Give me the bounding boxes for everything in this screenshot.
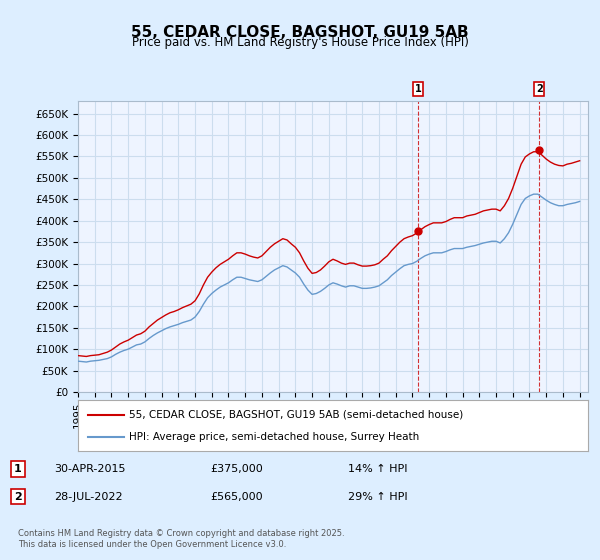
Text: 28-JUL-2022: 28-JUL-2022	[54, 492, 122, 502]
Text: £375,000: £375,000	[210, 464, 263, 474]
Text: 2: 2	[536, 84, 542, 94]
Text: 2: 2	[14, 492, 22, 502]
Text: 29% ↑ HPI: 29% ↑ HPI	[348, 492, 407, 502]
Text: £565,000: £565,000	[210, 492, 263, 502]
Text: 14% ↑ HPI: 14% ↑ HPI	[348, 464, 407, 474]
Text: 30-APR-2015: 30-APR-2015	[54, 464, 125, 474]
Text: HPI: Average price, semi-detached house, Surrey Heath: HPI: Average price, semi-detached house,…	[129, 432, 419, 442]
Text: Contains HM Land Registry data © Crown copyright and database right 2025.
This d: Contains HM Land Registry data © Crown c…	[18, 529, 344, 549]
Text: 1: 1	[415, 84, 421, 94]
Text: 55, CEDAR CLOSE, BAGSHOT, GU19 5AB (semi-detached house): 55, CEDAR CLOSE, BAGSHOT, GU19 5AB (semi…	[129, 409, 463, 419]
Text: 1: 1	[14, 464, 22, 474]
Text: Price paid vs. HM Land Registry's House Price Index (HPI): Price paid vs. HM Land Registry's House …	[131, 36, 469, 49]
Text: 55, CEDAR CLOSE, BAGSHOT, GU19 5AB: 55, CEDAR CLOSE, BAGSHOT, GU19 5AB	[131, 25, 469, 40]
